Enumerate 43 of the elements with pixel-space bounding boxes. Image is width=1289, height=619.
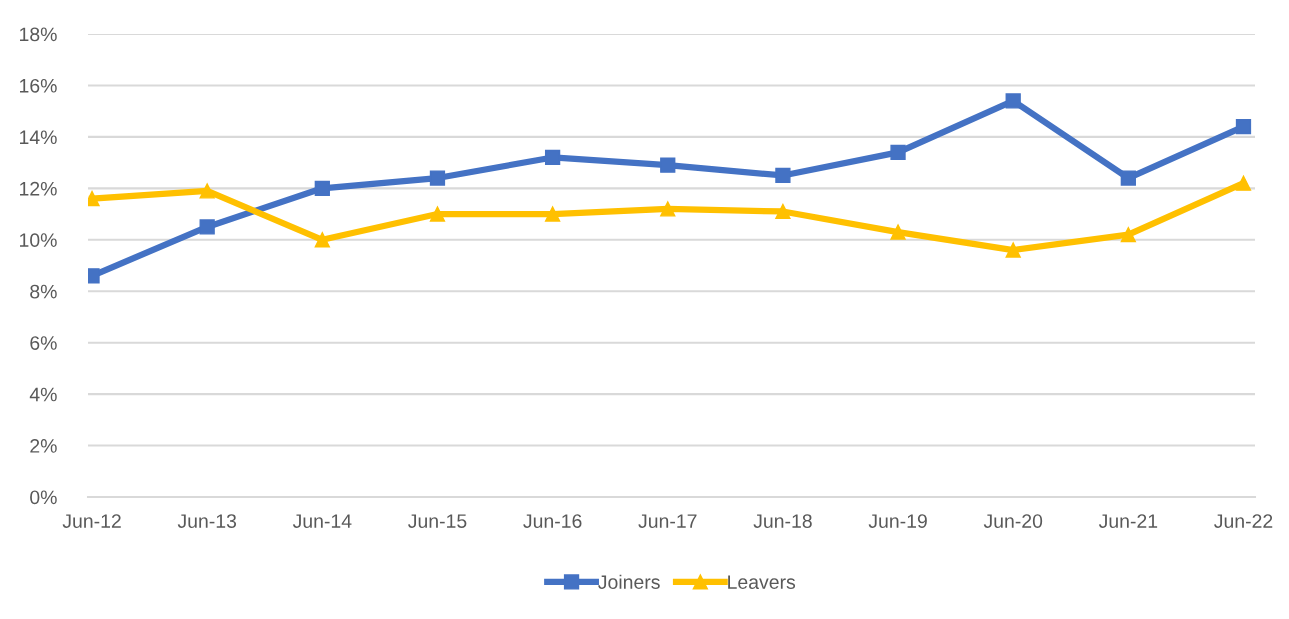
x-tick-label: Jun-19 (868, 514, 927, 528)
y-tick-label: 16% (20, 78, 57, 93)
x-tick-label: Jun-21 (1098, 514, 1158, 528)
point (314, 180, 330, 196)
x-tick-label: Jun-12 (62, 514, 121, 528)
x-tick-label: Jun-13 (177, 514, 237, 528)
point (1120, 226, 1136, 243)
point (1120, 170, 1136, 186)
point (1235, 118, 1252, 135)
point (890, 224, 906, 240)
y-tick-label: 0% (30, 490, 57, 505)
y-tick-label: 18% (20, 27, 57, 42)
point (1235, 175, 1252, 191)
point (1005, 242, 1021, 258)
point (199, 219, 215, 235)
y-tick-label: 2% (30, 439, 57, 453)
point (199, 183, 215, 199)
x-tick-label: Jun-22 (1214, 514, 1273, 528)
point (660, 201, 676, 217)
point (890, 144, 906, 160)
point (544, 206, 561, 222)
y-tick-label: 10% (20, 233, 57, 248)
y-tick-label: 14% (20, 130, 57, 145)
legend-label: Joiners (598, 574, 660, 589)
y-tick-label: 12% (20, 181, 57, 196)
point (544, 149, 561, 166)
x-tick-label: Jun-15 (408, 514, 467, 528)
point (429, 206, 446, 222)
point (775, 167, 791, 184)
y-tick-label: 8% (30, 284, 57, 299)
point (429, 170, 446, 186)
point (660, 157, 676, 173)
point (775, 203, 791, 220)
y-tick-label: 4% (29, 387, 57, 402)
legend-label: Leavers (728, 575, 796, 589)
x-tick-label: Jun-18 (753, 514, 812, 528)
y-tick-label: 6% (30, 336, 57, 350)
x-tick-label: Jun-17 (638, 514, 697, 528)
point (1005, 93, 1021, 109)
point (314, 232, 330, 248)
x-tick-label: Jun-20 (983, 514, 1043, 528)
x-tick-label: Jun-14 (292, 514, 352, 528)
x-tick-label: Jun-16 (523, 514, 582, 528)
